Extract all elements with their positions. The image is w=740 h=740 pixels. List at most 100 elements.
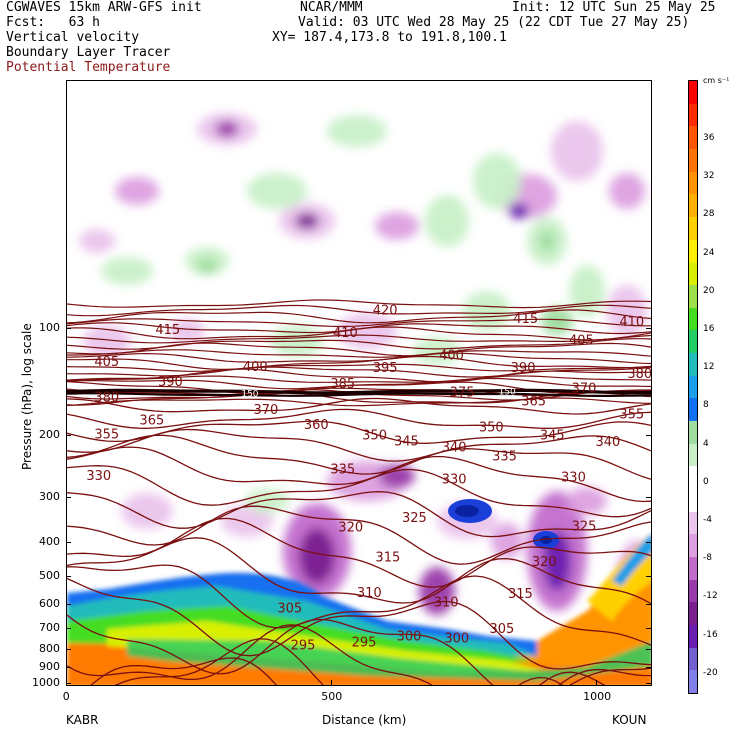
- colorbar-label: -12: [703, 591, 718, 602]
- theta-contour: [67, 318, 651, 328]
- theta-contour: [67, 326, 651, 341]
- x-start-station: KABR: [66, 713, 99, 727]
- colorbar-segment: [689, 534, 697, 558]
- colorbar-segment: [689, 398, 697, 422]
- theta-contour: [67, 614, 651, 685]
- y-tick: [66, 541, 71, 543]
- y-tick-label: 700: [39, 620, 60, 634]
- theta-label: 335: [492, 449, 517, 464]
- theta-label: 305: [277, 601, 302, 616]
- colorbar-segment: [689, 285, 697, 309]
- init-time: Init: 12 UTC Sun 25 May 25: [512, 0, 716, 15]
- theta-label: 415: [155, 323, 180, 338]
- org-label: NCAR/MMM: [300, 0, 363, 15]
- theta-label: 370: [572, 381, 597, 396]
- colorbar-segment: [689, 149, 697, 173]
- theta-label: 390: [511, 361, 536, 376]
- y-tick-label: 900: [39, 659, 60, 673]
- colorbar-label: 24: [703, 247, 715, 258]
- theta-contour: [67, 375, 651, 383]
- colorbar-segment: [689, 262, 697, 286]
- colorbar-unit: cm s⁻¹: [703, 76, 730, 85]
- theta-contour: [67, 434, 651, 480]
- y-tick: [66, 497, 71, 499]
- y-tick: [66, 627, 71, 629]
- x-end-station: KOUN: [612, 713, 647, 727]
- theta-label: 345: [394, 434, 419, 449]
- y-tick: [66, 666, 71, 668]
- theta-contour: [67, 355, 651, 370]
- y-tick-label: 1000: [32, 675, 60, 689]
- theta-contour: [67, 368, 651, 383]
- theta-contour: [67, 624, 651, 685]
- y-tick: [66, 576, 71, 578]
- y-tick-label: 300: [39, 490, 60, 504]
- x-axis-label: Distance (km): [322, 713, 407, 727]
- velocity-blobs: [79, 113, 651, 621]
- theta-label: 410: [333, 326, 358, 341]
- theta-contour: [67, 465, 651, 518]
- y-tick-label: 500: [39, 569, 60, 583]
- colorbar-segment: [689, 511, 697, 535]
- colorbar-segment: [689, 670, 697, 694]
- colorbar-segment: [689, 375, 697, 399]
- x-tick: [66, 680, 67, 686]
- y-tick: [646, 666, 651, 668]
- theta-contour: [67, 363, 651, 372]
- y-tick-label: 600: [39, 597, 60, 611]
- colorbar-segment: [689, 81, 697, 105]
- theta-contour: [67, 388, 651, 395]
- colorbar-label: 4: [703, 438, 709, 449]
- tropopause-label: 150: [241, 390, 258, 400]
- theta-label: 415: [513, 312, 538, 327]
- y-tick: [646, 541, 651, 543]
- theta-contour: [67, 428, 651, 462]
- y-tick-label: 200: [39, 427, 60, 441]
- colorbar-segment: [689, 466, 697, 490]
- y-tick-label: 800: [39, 641, 60, 655]
- theta-label: 370: [253, 403, 278, 418]
- colorbar-label: 8: [703, 400, 709, 411]
- colorbar-segment: [689, 443, 697, 467]
- theta-label: 365: [521, 395, 546, 410]
- colorbar-segment: [689, 602, 697, 626]
- theta-label: 300: [444, 632, 469, 647]
- theta-contour: [90, 657, 564, 685]
- colorbar-segment: [689, 126, 697, 150]
- theta-contour: [67, 342, 651, 357]
- y-axis-label: Pressure (hPa), log scale: [20, 323, 34, 470]
- potential-temperature-contours: [67, 299, 651, 685]
- theta-contour: [67, 564, 651, 646]
- theta-label: 405: [94, 355, 119, 370]
- theta-label: 355: [94, 428, 119, 443]
- theta-contour: [67, 408, 651, 429]
- colorbar-label: 12: [703, 362, 715, 373]
- colorbar-segment: [689, 421, 697, 445]
- theta-label: 305: [489, 622, 514, 637]
- theta-contour: [67, 577, 651, 670]
- theta-contour: [67, 304, 651, 317]
- colorbar-segment: [689, 557, 697, 581]
- theta-label: 340: [596, 435, 621, 450]
- y-tick: [646, 328, 651, 330]
- colorbar-segment: [689, 625, 697, 649]
- y-tick: [646, 497, 651, 499]
- theta-label: 380: [94, 391, 119, 406]
- theta-label: 320: [338, 520, 363, 535]
- theta-label: 380: [627, 367, 652, 382]
- y-tick: [646, 682, 651, 684]
- y-tick: [646, 434, 651, 436]
- theta-label: 315: [508, 587, 533, 602]
- colorbar-segment: [689, 103, 697, 127]
- x-tick-label: 500: [321, 690, 343, 703]
- theta-label: 350: [362, 428, 387, 443]
- potential-temperature-labels: 420 415 415 410 410 405 405 400 400 395 390 390 385 3…: [86, 303, 652, 654]
- theta-label: 295: [291, 639, 316, 654]
- y-tick: [66, 328, 71, 330]
- colorbar-segment: [689, 307, 697, 331]
- theta-label: 310: [434, 595, 459, 610]
- x-tick-label: 0: [62, 690, 70, 703]
- theta-label: 400: [243, 360, 268, 375]
- theta-contour: [67, 491, 651, 538]
- y-tick-label: 400: [39, 534, 60, 548]
